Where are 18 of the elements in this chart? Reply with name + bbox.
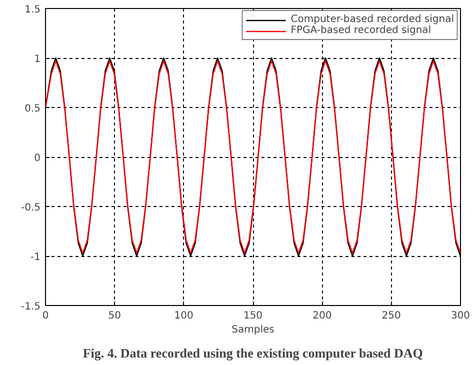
legend-label: Computer-based recorded signal (290, 14, 454, 25)
y-tick-label: -1 (30, 252, 41, 263)
x-tick-label: 150 (243, 310, 263, 322)
y-tick-label: 0 (34, 153, 41, 164)
y-tick-label: -1.5 (20, 302, 41, 312)
x-tick-label: 200 (312, 310, 332, 322)
legend-label: FPGA-based recorded signal (290, 25, 432, 36)
x-axis-title: Samples (232, 324, 274, 336)
x-tick-label: 50 (108, 310, 122, 322)
x-tick-label: 100 (174, 310, 194, 322)
caption: Fig. 4. Data recorded using the existing computer based DAQ (82, 346, 423, 360)
x-tick-label: 250 (382, 310, 401, 322)
y-tick-label: -0.5 (20, 202, 41, 214)
y-tick-label: 1.5 (24, 4, 41, 16)
x-tick-label: 300 (450, 310, 470, 322)
x-tick-label: 0 (42, 310, 49, 322)
y-tick-label: 0.5 (24, 104, 41, 114)
y-tick-label: 1 (34, 54, 41, 65)
